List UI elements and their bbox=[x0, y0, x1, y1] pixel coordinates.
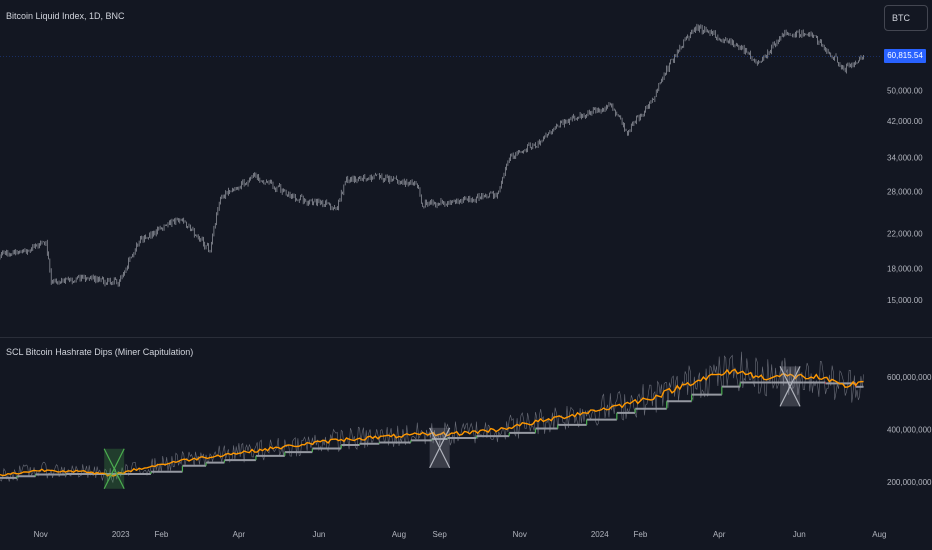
time-axis-tick-label: Feb bbox=[155, 530, 169, 539]
symbol-button[interactable]: BTC bbox=[884, 5, 928, 31]
signal-cross-stroke bbox=[429, 427, 451, 469]
hashrate-baseline bbox=[0, 381, 864, 479]
price-axis-tick-label: 18,000.00 bbox=[887, 264, 923, 273]
time-axis-tick-label: Nov bbox=[513, 530, 527, 539]
price-axis-tick-label: 42,000.00 bbox=[887, 117, 923, 126]
time-axis-tick-label: Jun bbox=[793, 530, 806, 539]
time-axis-tick-label: Jun bbox=[312, 530, 325, 539]
time-axis-tick-label: 2024 bbox=[591, 530, 609, 539]
price-axis-tick-label: 28,000.00 bbox=[887, 187, 923, 196]
capitulation-signal-marker bbox=[103, 448, 125, 490]
time-axis-tick-label: Apr bbox=[233, 530, 246, 539]
price-axis-tick-label: 50,000.00 bbox=[887, 87, 923, 96]
time-axis-tick-label: Nov bbox=[34, 530, 48, 539]
indicator-axis-tick-label: 200,000,000.00 bbox=[887, 478, 932, 487]
time-axis-tick-label: 2023 bbox=[112, 530, 130, 539]
capitulation-signal-marker bbox=[779, 366, 801, 407]
price-axis-tick-label: 22,000.00 bbox=[887, 229, 923, 238]
time-axis-tick-label: Aug bbox=[872, 530, 886, 539]
price-axis-tick-label: 34,000.00 bbox=[887, 154, 923, 163]
price-axis-tick-label: 15,000.00 bbox=[887, 296, 923, 305]
signal-cross-stroke bbox=[103, 448, 125, 490]
time-axis-tick-label: Apr bbox=[713, 530, 726, 539]
time-axis-tick-label: Feb bbox=[634, 530, 648, 539]
time-axis-tick-label: Aug bbox=[392, 530, 406, 539]
indicator-axis-tick-label: 400,000,000.00 bbox=[887, 426, 932, 435]
indicator-pane[interactable]: 600,000,000.00 400,000,000.00 200,000,000.… bbox=[0, 338, 932, 550]
price-candles bbox=[0, 23, 864, 287]
capitulation-signal-marker bbox=[429, 427, 451, 469]
time-axis-tick-label: Sep bbox=[433, 530, 448, 539]
last-price-badge: 60,815.54 bbox=[884, 49, 926, 64]
price-pane[interactable]: 50,000.00 42,000.00 34,000.00 28,000.00 22,0… bbox=[0, 0, 932, 338]
hashrate-raw-line bbox=[0, 351, 864, 484]
indicator-axis-tick-label: 600,000,000.00 bbox=[887, 373, 932, 382]
signal-cross-stroke bbox=[779, 366, 801, 407]
indicator-pane-title: SCL Bitcoin Hashrate Dips (Miner Capitul… bbox=[6, 347, 194, 357]
price-pane-title: Bitcoin Liquid Index, 1D, BNC bbox=[6, 11, 125, 21]
